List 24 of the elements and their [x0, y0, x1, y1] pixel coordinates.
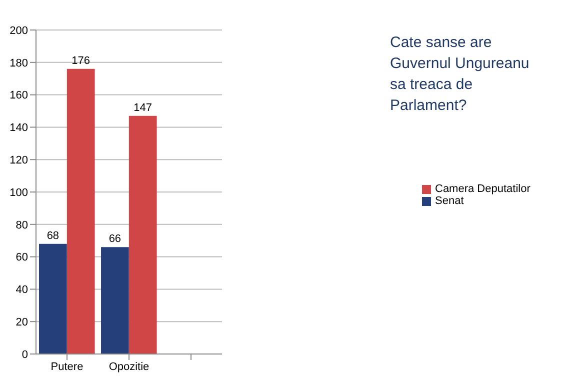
data-label: 176	[72, 54, 90, 67]
y-tick-label: 20	[16, 316, 28, 329]
y-tick-label: 100	[10, 186, 28, 199]
legend-label: Camera Deputatilor	[435, 183, 530, 195]
text: Cate sanse are Guvernul Ungureanu sa treaca de Parlament?	[390, 33, 530, 116]
data-label: 68	[46, 230, 60, 242]
y-tick-label: 160	[10, 90, 28, 102]
y-tick-label: 200	[10, 24, 28, 37]
bar	[128, 116, 157, 354]
x-tick-label: Putere	[50, 360, 84, 373]
data-label: 147	[134, 102, 152, 114]
bar	[39, 244, 67, 354]
y-tick-label: 80	[16, 219, 28, 232]
bar	[66, 68, 95, 354]
y-tick-label: 140	[10, 122, 28, 134]
y-tick-label: 120	[10, 154, 28, 167]
bar	[101, 247, 129, 354]
x-tick-label: Opozitie	[108, 360, 150, 373]
data-label: 66	[108, 233, 122, 246]
legend-label: Senat	[435, 195, 464, 207]
y-tick-label: 180	[10, 57, 28, 70]
y-tick-label: 60	[16, 252, 28, 264]
y-tick-label: 0	[22, 348, 28, 361]
y-tick-label: 40	[16, 284, 28, 296]
